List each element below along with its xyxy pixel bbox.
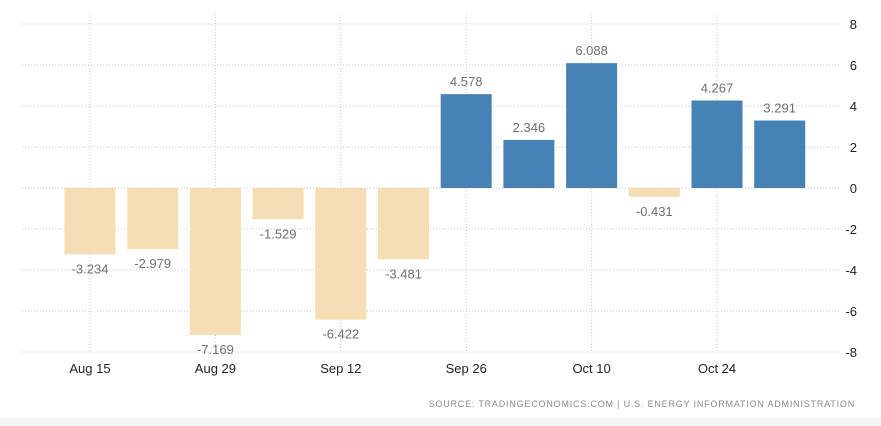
bars bbox=[64, 63, 806, 335]
bar bbox=[252, 188, 304, 220]
y-axis-ticks: 8 6 4 2 0 -2 -4 -6 -8 bbox=[845, 17, 857, 360]
data-labels: -3.234 -2.979 -7.169 -1.529 -6.422 -3.481 4.57… bbox=[72, 43, 796, 357]
footer-band bbox=[0, 418, 881, 426]
bar bbox=[754, 120, 806, 188]
bar bbox=[127, 188, 179, 250]
bar bbox=[315, 188, 367, 320]
data-label: 4.578 bbox=[450, 74, 483, 89]
x-tick-label: Oct 24 bbox=[698, 361, 736, 376]
y-tick-label: 4 bbox=[850, 99, 857, 114]
x-tick-label: Sep 26 bbox=[446, 361, 487, 376]
x-tick-label: Oct 10 bbox=[572, 361, 610, 376]
y-tick-label: 2 bbox=[850, 140, 857, 155]
x-tick-label: Aug 29 bbox=[195, 361, 236, 376]
x-tick-label: Sep 12 bbox=[320, 361, 361, 376]
data-label: -7.169 bbox=[197, 342, 234, 357]
bar bbox=[189, 188, 241, 335]
y-tick-label: 6 bbox=[850, 58, 857, 73]
data-label: 6.088 bbox=[575, 43, 608, 58]
data-label: -3.481 bbox=[385, 266, 422, 281]
source-note: SOURCE: TRADINGECONOMICS.COM | U.S. ENER… bbox=[428, 399, 855, 409]
data-label: 4.267 bbox=[701, 81, 734, 96]
data-label: -1.529 bbox=[260, 226, 297, 241]
y-tick-label: -2 bbox=[845, 222, 857, 237]
x-axis-ticks: Aug 15 Aug 29 Sep 12 Sep 26 Oct 10 Oct 24 bbox=[69, 361, 736, 376]
bar bbox=[503, 139, 555, 188]
y-tick-label: -4 bbox=[845, 263, 857, 278]
bar bbox=[440, 94, 492, 188]
y-tick-label: -8 bbox=[845, 345, 857, 360]
bar bbox=[691, 100, 743, 188]
bar bbox=[566, 63, 618, 188]
y-tick-label: 8 bbox=[850, 17, 857, 32]
data-label: -2.979 bbox=[134, 256, 171, 271]
data-label: -6.422 bbox=[322, 327, 359, 342]
y-tick-label: 0 bbox=[850, 181, 857, 196]
bar bbox=[628, 188, 680, 197]
y-tick-label: -6 bbox=[845, 304, 857, 319]
bar bbox=[64, 188, 116, 255]
x-tick-label: Aug 15 bbox=[69, 361, 110, 376]
data-label: 2.346 bbox=[513, 120, 546, 135]
data-label: -0.431 bbox=[636, 204, 673, 219]
data-label: -3.234 bbox=[72, 261, 109, 276]
data-label: 3.291 bbox=[763, 101, 796, 116]
bar bbox=[378, 188, 429, 260]
